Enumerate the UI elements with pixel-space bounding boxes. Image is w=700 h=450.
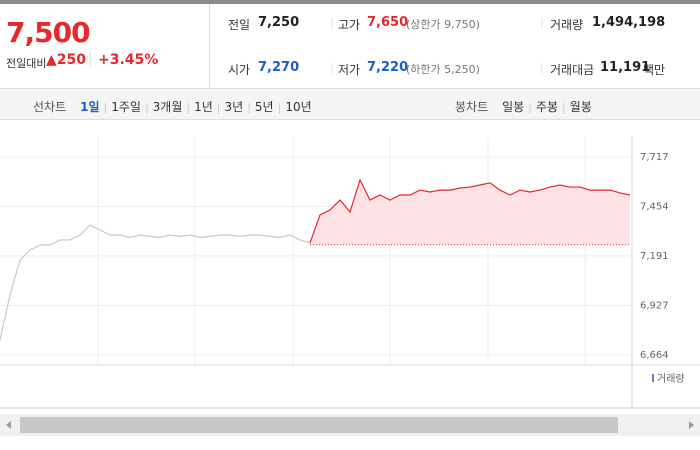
volume-label: 거래량 — [550, 18, 584, 32]
sep: | — [330, 16, 334, 29]
prev-value: 7,250 — [258, 15, 300, 30]
y-tick-label: 6,927 — [640, 301, 669, 312]
price-line — [0, 224, 311, 341]
y-tick-label: 7,454 — [640, 201, 669, 212]
tab-bar — [0, 88, 700, 120]
sep: | — [540, 61, 544, 74]
sep: | — [330, 61, 334, 74]
change-rate: +3.45% — [98, 52, 159, 68]
tab[interactable]: 주봉 — [535, 100, 559, 114]
tab-label: 선차트 — [33, 100, 67, 114]
sep: | — [562, 101, 566, 114]
area — [310, 179, 630, 245]
legend-swatch — [652, 374, 654, 382]
low-extra: (하한가 5,250) — [406, 63, 480, 76]
sep: | — [247, 101, 251, 114]
high-label: 고가 — [338, 18, 361, 32]
sep: | — [103, 101, 108, 114]
sep: | — [216, 101, 221, 114]
tab[interactable]: 1주일 — [111, 100, 141, 114]
amount-label: 거래대금 — [550, 63, 595, 77]
divider — [209, 4, 210, 88]
low-label: 저가 — [338, 63, 361, 77]
y-tick-label: 7,717 — [640, 152, 669, 163]
tab[interactable]: 3개월 — [152, 100, 183, 114]
y-tick-label: 6,664 — [640, 350, 669, 361]
scroll-right[interactable] — [689, 421, 694, 429]
low-value: 7,220 — [367, 60, 409, 75]
tab[interactable]: 5년 — [254, 100, 274, 114]
prev-label: 전일 — [228, 18, 251, 32]
change-label: 전일대비 — [6, 57, 47, 70]
open-value: 7,270 — [258, 60, 300, 75]
change: ▲250 — [46, 52, 86, 68]
candle-tabs: 봉차트 일봉 | 주봉 | 월봉 — [455, 96, 592, 115]
sep: | — [277, 101, 282, 114]
line-tabs: 선차트 1일 | 1주일 | 3개월 | 1년 | 3년 | 5년 | 10년 — [33, 96, 312, 115]
top-bar — [0, 0, 700, 4]
sep: | — [528, 101, 532, 114]
current-price: 7,500 — [6, 16, 91, 49]
open-label: 시가 — [228, 63, 251, 77]
sep: | — [540, 16, 544, 29]
volume-label: 거래량 — [657, 373, 685, 385]
tab-label: 봉차트 — [455, 100, 489, 114]
high-value: 7,650 — [367, 15, 409, 30]
tab[interactable]: 1년 — [194, 100, 213, 114]
price-line — [309, 178, 631, 244]
scrollbar-thumb[interactable] — [20, 417, 618, 433]
sep: | — [186, 101, 191, 114]
tab[interactable]: 3년 — [224, 100, 244, 114]
sep: | — [88, 52, 93, 67]
y-tick-label: 7,191 — [640, 251, 669, 262]
volume-value: 1,494,198 — [592, 15, 666, 30]
tab[interactable]: 일봉 — [502, 100, 525, 114]
tab[interactable]: 1일 — [80, 100, 100, 114]
amount-unit: 백만 — [643, 63, 666, 77]
sep: | — [144, 101, 149, 114]
chart: 7,717 7,454 7,191 6,927 6,664 거래량 — [0, 137, 700, 436]
scroll-left[interactable] — [6, 421, 11, 429]
tab[interactable]: 월봉 — [569, 100, 592, 114]
amount-value: 11,191 — [600, 60, 651, 75]
high-extra: (상한가 9,750) — [406, 18, 480, 31]
tab[interactable]: 10년 — [285, 100, 312, 114]
